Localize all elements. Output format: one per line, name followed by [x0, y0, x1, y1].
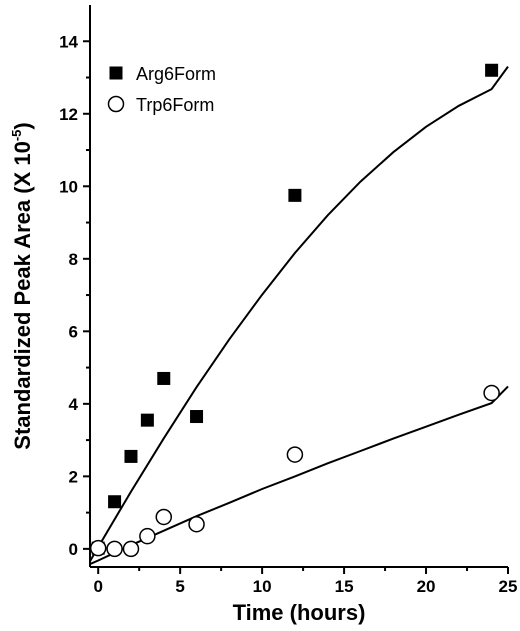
- y-tick-label: 8: [69, 250, 78, 269]
- axes: 0 5 10 15 20 25 0 2 4 6 8 10 12 14: [59, 5, 517, 596]
- x-axis-title: Time (hours): [233, 600, 366, 625]
- fit-curves: [89, 66, 509, 566]
- x-tick-label: 5: [175, 577, 184, 596]
- legend-label-arg6form: Arg6Form: [136, 64, 216, 84]
- data-point-trp6form: [89, 539, 107, 557]
- y-tick-label: 4: [69, 395, 79, 414]
- x-tick-label: 15: [335, 577, 354, 596]
- x-tick-label: 10: [253, 577, 272, 596]
- y-axis-title-exponent: -5: [9, 130, 24, 142]
- data-points: [89, 63, 500, 558]
- data-point-trp6form: [139, 527, 156, 545]
- data-point-trp6form: [188, 515, 205, 533]
- legend: Arg6Form Trp6Form: [107, 64, 216, 115]
- y-tick-label: 14: [59, 32, 78, 51]
- y-tick-label: 2: [69, 467, 78, 486]
- y-axis-title: Standardized Peak Area (X 10-5): [9, 122, 35, 449]
- data-point-arg6form: [157, 371, 171, 385]
- y-tick-label: 6: [69, 322, 78, 341]
- data-point-arg6form: [190, 410, 204, 424]
- data-point-trp6form: [106, 540, 123, 558]
- legend-marker-trp6form: [107, 95, 125, 113]
- data-point-trp6form: [483, 384, 500, 402]
- data-point-arg6form: [485, 63, 499, 77]
- data-point-trp6form: [155, 508, 173, 526]
- data-point-trp6form: [122, 540, 140, 558]
- data-point-arg6form: [108, 495, 122, 509]
- y-axis-title-close: ): [10, 122, 35, 129]
- fit-curve-arg6form: [89, 66, 509, 562]
- y-tick-label: 0: [69, 540, 78, 559]
- x-tick-label: 25: [499, 577, 518, 596]
- x-tick-label: 0: [93, 577, 102, 596]
- x-tick-label: 20: [417, 577, 436, 596]
- legend-label-trp6form: Trp6Form: [136, 95, 214, 115]
- data-point-trp6form: [286, 446, 304, 463]
- legend-marker-arg6form: [109, 66, 123, 80]
- data-point-arg6form: [124, 449, 138, 463]
- y-tick-label: 12: [59, 105, 78, 124]
- data-point-arg6form: [140, 413, 154, 427]
- y-axis-title-main: Standardized Peak Area (X 10: [10, 141, 35, 450]
- y-tick-label: 10: [59, 177, 78, 196]
- data-point-arg6form: [288, 188, 302, 202]
